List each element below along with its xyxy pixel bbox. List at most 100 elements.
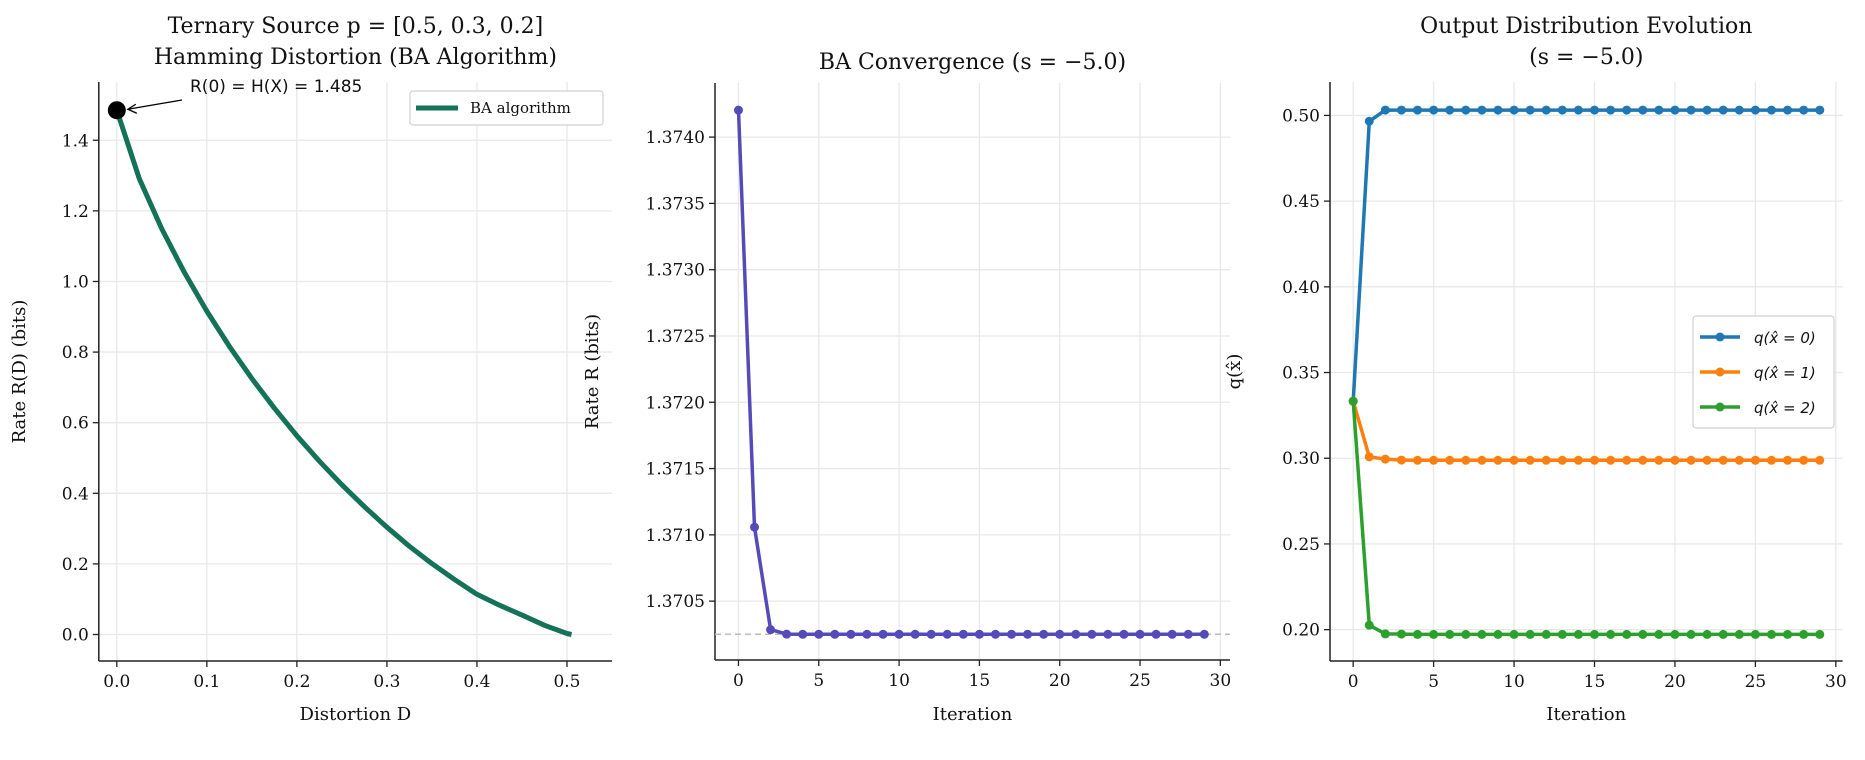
data-point (1750, 455, 1760, 465)
x-tick-label: 30 (1210, 671, 1232, 691)
legend-label: q(x̂ = 2) (1754, 399, 1816, 417)
legend-box (1692, 315, 1835, 429)
data-point (1525, 629, 1535, 639)
y-tick-label: 1.4 (62, 131, 89, 151)
data-point (1670, 105, 1680, 115)
data-point (1055, 629, 1065, 639)
data-point (1445, 629, 1455, 639)
data-point (1750, 105, 1760, 115)
data-point (1557, 105, 1567, 115)
data-point (1135, 629, 1145, 639)
data-point (798, 629, 808, 639)
data-point (1461, 105, 1471, 115)
data-point (862, 629, 872, 639)
data-point (1557, 629, 1567, 639)
x-tick-label: 30 (1825, 672, 1847, 692)
data-point (814, 629, 824, 639)
annotation-text: R(0) = H(X) = 1.485 (190, 77, 362, 97)
data-point (1167, 629, 1177, 639)
data-point (1590, 105, 1600, 115)
y-tick-label: 1.3710 (646, 526, 705, 546)
data-point (1199, 629, 1209, 639)
data-point (1590, 455, 1600, 465)
y-tick-label: 1.0 (62, 272, 89, 292)
data-point (1396, 629, 1406, 639)
x-tick-label: 0.4 (463, 672, 490, 692)
annotation-arrow (127, 99, 183, 110)
axes-1: 0.0 0.1 0.2 0.3 0.4 0.5 0.0 0.2 0.4 0.6 0.8 1.0 1.2 1… (9, 14, 612, 725)
data-point (1380, 629, 1390, 639)
y-tick-label: 0.40 (1282, 278, 1320, 298)
data-point (1429, 105, 1439, 115)
data-point (1734, 455, 1744, 465)
data-point (1718, 629, 1728, 639)
data-point (1686, 105, 1696, 115)
y-tick-label: 1.3705 (646, 592, 705, 612)
data-point (1413, 455, 1423, 465)
data-point (894, 629, 904, 639)
legend: BA algorithm (409, 90, 604, 126)
data-point (926, 629, 936, 639)
legend-label: q(x̂ = 1) (1754, 364, 1816, 382)
y-tick-label: 0.30 (1282, 449, 1320, 469)
x-tick-label: 0 (1348, 672, 1359, 692)
data-point (1380, 454, 1390, 464)
data-point (1493, 105, 1503, 115)
data-point (1023, 629, 1033, 639)
data-point (830, 629, 840, 639)
chart-title: Ternary Source p = [0.5, 0.3, 0.2] (168, 14, 544, 39)
x-tick-label: 15 (969, 671, 991, 691)
data-point (1364, 452, 1374, 462)
data-point (1103, 629, 1113, 639)
data-point (1525, 455, 1535, 465)
legend-marker (1715, 402, 1725, 412)
series-1 (733, 105, 1209, 639)
series-line (736, 110, 1205, 637)
y-tick-label: 1.2 (62, 202, 89, 222)
x-tick-label: 10 (888, 671, 910, 691)
x-tick-label: 0.2 (283, 672, 310, 692)
y-tick-label: 0.4 (62, 484, 89, 504)
data-point (1702, 629, 1712, 639)
data-point (958, 629, 968, 639)
y-tick-label: 0.50 (1282, 106, 1320, 126)
data-point (1718, 455, 1728, 465)
data-point (990, 629, 1000, 639)
data-point (733, 105, 743, 115)
data-point (974, 629, 984, 639)
data-point (1525, 105, 1535, 115)
series-3 (1348, 396, 1825, 639)
series-2 (1348, 396, 1825, 465)
x-tick-label: 25 (1129, 671, 1151, 691)
chart-title: Hamming Distortion (BA Algorithm) (154, 45, 557, 70)
data-point (1477, 105, 1487, 115)
y-tick-label: 0.2 (62, 555, 89, 575)
data-point (782, 629, 792, 639)
chart-title: (s = −5.0) (1529, 45, 1643, 70)
data-point (1702, 455, 1712, 465)
data-point (1477, 455, 1487, 465)
chart-title: BA Convergence (s = −5.0) (819, 50, 1126, 75)
data-point (1493, 455, 1503, 465)
x-tick-label: 0.5 (553, 672, 580, 692)
chart-title: Output Distribution Evolution (1420, 14, 1752, 39)
data-point (1783, 629, 1793, 639)
data-point (1702, 105, 1712, 115)
data-point (1654, 455, 1664, 465)
y-tick-label: 0.6 (62, 414, 89, 434)
series-1 (114, 109, 573, 637)
data-point (1477, 629, 1487, 639)
data-point (1007, 629, 1017, 639)
data-point (1606, 105, 1616, 115)
data-point (1654, 105, 1664, 115)
data-point (1380, 105, 1390, 115)
axes-2: 0 5 10 15 20 25 30 1.3705 1.3710 1.3715 1.3720 1.37… (582, 50, 1231, 725)
data-point (1766, 629, 1776, 639)
y-tick-label: 0.25 (1282, 535, 1320, 555)
data-point (1622, 455, 1632, 465)
data-point (1573, 105, 1583, 115)
data-point (1654, 629, 1664, 639)
data-point (1445, 455, 1455, 465)
y-axis-label: q(x̂) (1224, 354, 1245, 390)
